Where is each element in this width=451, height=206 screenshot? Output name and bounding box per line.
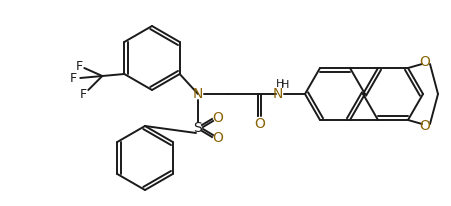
Text: F: F <box>76 60 83 73</box>
Text: N: N <box>193 87 203 101</box>
Text: O: O <box>212 111 223 125</box>
Text: H: H <box>275 79 284 89</box>
Text: H: H <box>280 80 289 90</box>
Text: N: N <box>272 87 283 101</box>
Text: O: O <box>254 117 265 131</box>
Text: S: S <box>193 121 202 135</box>
Text: O: O <box>419 55 429 69</box>
Text: F: F <box>69 71 77 84</box>
Text: O: O <box>212 131 223 145</box>
Text: F: F <box>79 88 87 101</box>
Text: O: O <box>419 119 429 133</box>
